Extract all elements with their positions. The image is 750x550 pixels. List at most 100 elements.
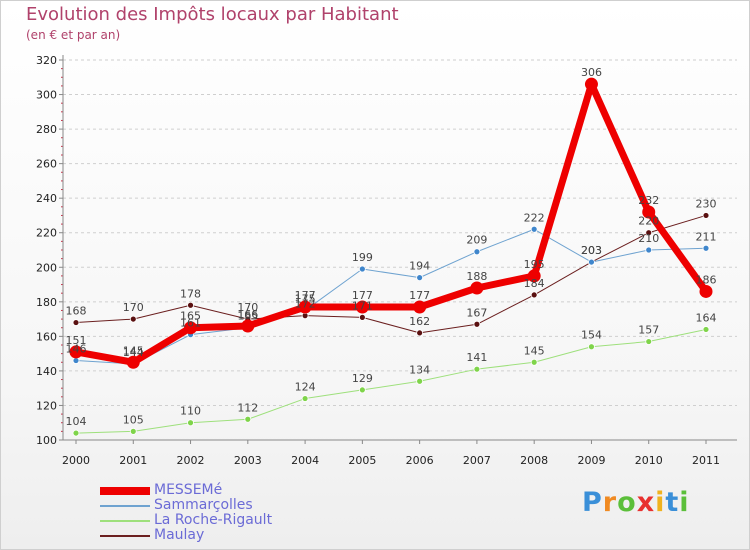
data-label: 104 <box>66 415 87 428</box>
data-point <box>187 301 194 309</box>
y-tick-label: 240 <box>36 192 57 205</box>
chart-subtitle: (en € et par an) <box>26 28 121 42</box>
data-point <box>72 319 80 326</box>
x-tick-label: 2005 <box>348 454 376 467</box>
data-label: 188 <box>466 270 487 283</box>
data-point <box>416 377 424 385</box>
data-label: 134 <box>409 363 430 376</box>
y-tick-label: 320 <box>36 54 57 67</box>
data-label: 170 <box>237 301 258 314</box>
legend-label: Sammarçolles <box>154 497 253 513</box>
data-point <box>129 315 137 323</box>
data-label: 145 <box>524 344 545 357</box>
data-point <box>298 300 312 314</box>
data-point <box>530 291 538 299</box>
data-label: 112 <box>237 401 258 414</box>
data-label: 184 <box>524 277 545 290</box>
x-tick-label: 2006 <box>406 454 434 467</box>
data-point <box>187 419 194 427</box>
data-point <box>527 269 541 283</box>
legend-swatch <box>100 505 150 507</box>
series-line <box>75 228 707 365</box>
x-tick-label: 2010 <box>635 454 663 467</box>
legend-item: MESSEMé <box>100 482 360 499</box>
data-label: 124 <box>295 381 316 394</box>
data-point <box>416 329 424 337</box>
data-label: 161 <box>180 317 201 330</box>
data-point <box>530 225 538 233</box>
data-point <box>244 415 252 423</box>
legend-label: Maulay <box>154 527 205 543</box>
x-tick-label: 2000 <box>62 454 90 467</box>
legend-swatch <box>100 535 150 537</box>
x-tick-label: 2004 <box>291 454 319 467</box>
x-tick-label: 2001 <box>119 454 147 467</box>
data-label: 222 <box>524 211 545 224</box>
data-label: 194 <box>409 260 430 273</box>
data-point <box>530 358 538 366</box>
data-point <box>642 205 656 219</box>
y-tick-label: 220 <box>36 227 57 240</box>
data-label: 165 <box>180 310 201 323</box>
data-point <box>473 320 481 328</box>
y-tick-label: 140 <box>36 365 57 378</box>
data-label: 209 <box>466 234 487 247</box>
y-tick-label: 200 <box>36 261 57 274</box>
x-tick-label: 2003 <box>234 454 262 467</box>
y-tick-label: 100 <box>36 434 57 447</box>
data-point <box>588 343 595 351</box>
data-label: 162 <box>409 315 430 328</box>
data-point <box>702 244 710 252</box>
data-label: 178 <box>180 287 201 300</box>
data-point <box>584 77 598 91</box>
data-label: 164 <box>696 311 717 324</box>
data-point <box>699 284 713 298</box>
data-label: 129 <box>352 372 373 385</box>
legend-item: Sammarçolles <box>100 497 360 514</box>
data-point <box>702 326 710 333</box>
chart-title: Evolution des Impôts locaux par Habitant <box>26 4 399 25</box>
data-point <box>358 313 366 321</box>
logo-letter: r <box>602 487 618 518</box>
data-point <box>358 265 366 273</box>
data-label: 172 <box>295 298 316 311</box>
data-label: 210 <box>638 232 659 245</box>
data-label: 105 <box>123 413 144 426</box>
x-tick-label: 2009 <box>577 454 605 467</box>
data-point <box>702 212 710 219</box>
chart-legend: MESSEMé Sammarçolles La Roche-Rigault Maula… <box>100 482 360 544</box>
data-label: 167 <box>466 306 487 319</box>
data-label: 177 <box>352 289 373 302</box>
data-label: 203 <box>581 244 602 257</box>
x-tick-label: 2008 <box>520 454 548 467</box>
y-tick-label: 280 <box>36 123 57 136</box>
legend-label: MESSEMé <box>154 482 223 498</box>
x-tick-label: 2011 <box>692 454 720 467</box>
data-label: 199 <box>352 251 373 264</box>
data-point <box>184 321 198 335</box>
legend-item: Maulay <box>100 527 360 544</box>
data-label: 151 <box>66 334 87 347</box>
y-tick-label: 120 <box>36 399 57 412</box>
proxiti-logo: Proxiti <box>582 487 690 518</box>
data-point <box>473 365 481 373</box>
y-tick-label: 260 <box>36 158 57 171</box>
legend-swatch <box>100 487 150 495</box>
series-line <box>75 328 707 434</box>
data-point <box>241 319 255 333</box>
data-point <box>645 246 653 254</box>
logo-letter: i <box>655 487 666 518</box>
series-line <box>75 214 707 334</box>
data-point <box>69 345 83 359</box>
data-label: 168 <box>66 305 87 318</box>
data-label: 165 <box>237 310 258 323</box>
legend-swatch <box>100 520 150 522</box>
data-label: 220 <box>638 215 659 228</box>
data-point <box>588 258 595 266</box>
data-point <box>129 427 137 435</box>
data-label: 145 <box>123 344 144 357</box>
data-label: 171 <box>352 299 373 312</box>
data-label: 175 <box>295 292 316 305</box>
data-point <box>470 281 484 295</box>
